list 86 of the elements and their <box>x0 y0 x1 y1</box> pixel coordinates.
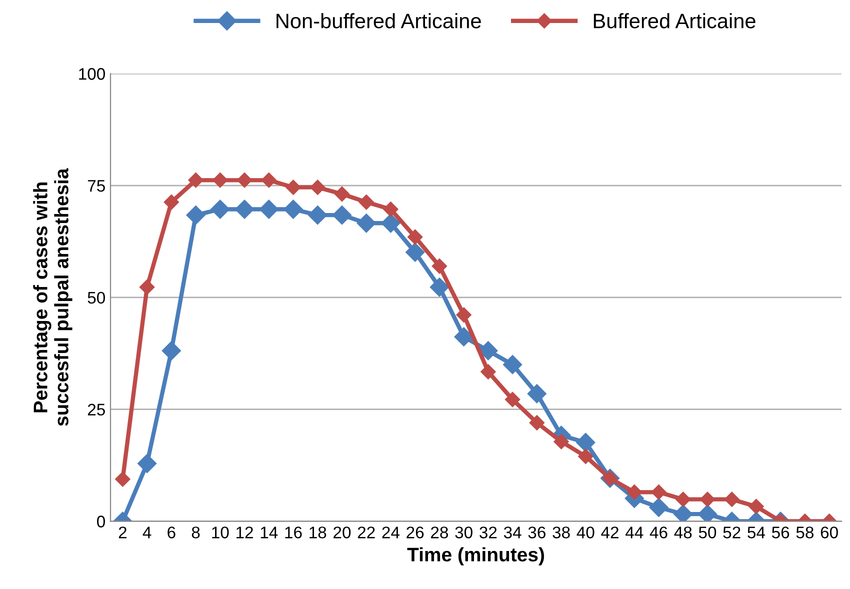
point <box>186 206 206 225</box>
x-tick-label: 26 <box>406 526 424 538</box>
x-tick-label: 42 <box>601 526 618 538</box>
point <box>674 504 693 522</box>
x-tick-label: 58 <box>796 526 814 538</box>
point <box>383 202 398 217</box>
x-tick-label: 40 <box>576 526 594 538</box>
point <box>164 194 179 210</box>
point <box>212 172 228 188</box>
x-tick-label: 18 <box>310 526 326 538</box>
point <box>576 432 596 452</box>
point <box>649 498 668 517</box>
point <box>138 454 157 474</box>
point <box>626 484 642 500</box>
point <box>578 448 594 464</box>
point <box>406 242 425 262</box>
point <box>308 206 328 225</box>
y-tick-label: 0 <box>97 516 105 528</box>
point <box>286 180 301 195</box>
point <box>554 434 569 450</box>
point <box>456 307 472 322</box>
point <box>332 206 352 225</box>
point <box>284 200 303 219</box>
x-tick-label: 46 <box>650 526 668 538</box>
y-tick-label: 50 <box>88 292 105 304</box>
y-tick-label: 75 <box>88 180 105 192</box>
x-tick-label: 30 <box>455 526 472 538</box>
x-tick-label: 20 <box>334 526 351 538</box>
point <box>503 355 522 374</box>
legend-label: Buffered Articaine <box>594 13 756 28</box>
point <box>115 472 130 487</box>
legend-label: Non-buffered Articaine <box>276 13 481 28</box>
x-tick-label: 2 <box>118 526 126 538</box>
x-tick-label: 32 <box>480 526 497 538</box>
y-tick-label: 25 <box>88 404 105 416</box>
point <box>676 492 691 507</box>
point <box>430 278 449 297</box>
x-axis-title: Time (minutes) <box>407 547 544 566</box>
point <box>236 172 252 188</box>
point <box>234 200 254 219</box>
point <box>210 200 230 219</box>
x-tick-label: 56 <box>772 526 790 538</box>
x-tick-label: 4 <box>142 526 152 538</box>
x-tick-label: 24 <box>382 526 400 538</box>
x-tick-label: 52 <box>723 526 740 538</box>
point <box>310 180 326 195</box>
x-tick-label: 60 <box>820 526 838 538</box>
x-tick-label: 6 <box>168 526 176 538</box>
x-tick-label: 54 <box>748 526 765 538</box>
y-axis-title: Percentage of cases with succesful pulpal anesthesia <box>33 168 72 426</box>
y-tick-label: 100 <box>79 68 105 80</box>
x-tick-label: 16 <box>285 526 302 538</box>
x-tick-label: 36 <box>528 526 546 538</box>
x-tick-label: 28 <box>431 526 448 538</box>
point <box>356 214 376 233</box>
point <box>529 415 544 430</box>
point <box>748 498 764 514</box>
x-tick-label: 48 <box>674 526 692 538</box>
point <box>139 280 155 295</box>
point <box>651 484 666 500</box>
point <box>381 214 400 233</box>
x-tick-label: 8 <box>192 526 200 538</box>
point <box>698 504 718 522</box>
x-tick-label: 50 <box>698 526 716 538</box>
point <box>480 364 496 380</box>
x-tick-label: 14 <box>260 526 278 538</box>
point <box>188 172 204 188</box>
point <box>334 186 350 202</box>
point <box>261 172 276 188</box>
point <box>358 194 374 210</box>
x-tick-label: 44 <box>626 526 644 538</box>
x-tick-label: 34 <box>504 526 522 538</box>
x-tick-label: 12 <box>236 526 253 538</box>
point <box>408 229 423 245</box>
point <box>432 258 448 274</box>
x-tick-label: 38 <box>552 526 570 538</box>
point <box>504 392 520 408</box>
point <box>700 492 716 507</box>
point <box>162 341 181 360</box>
x-tick-label: 10 <box>212 526 229 538</box>
point <box>259 200 278 219</box>
point <box>454 327 474 346</box>
point <box>527 384 546 404</box>
x-tick-label: 22 <box>358 526 375 538</box>
point <box>724 492 740 507</box>
point <box>478 341 498 360</box>
